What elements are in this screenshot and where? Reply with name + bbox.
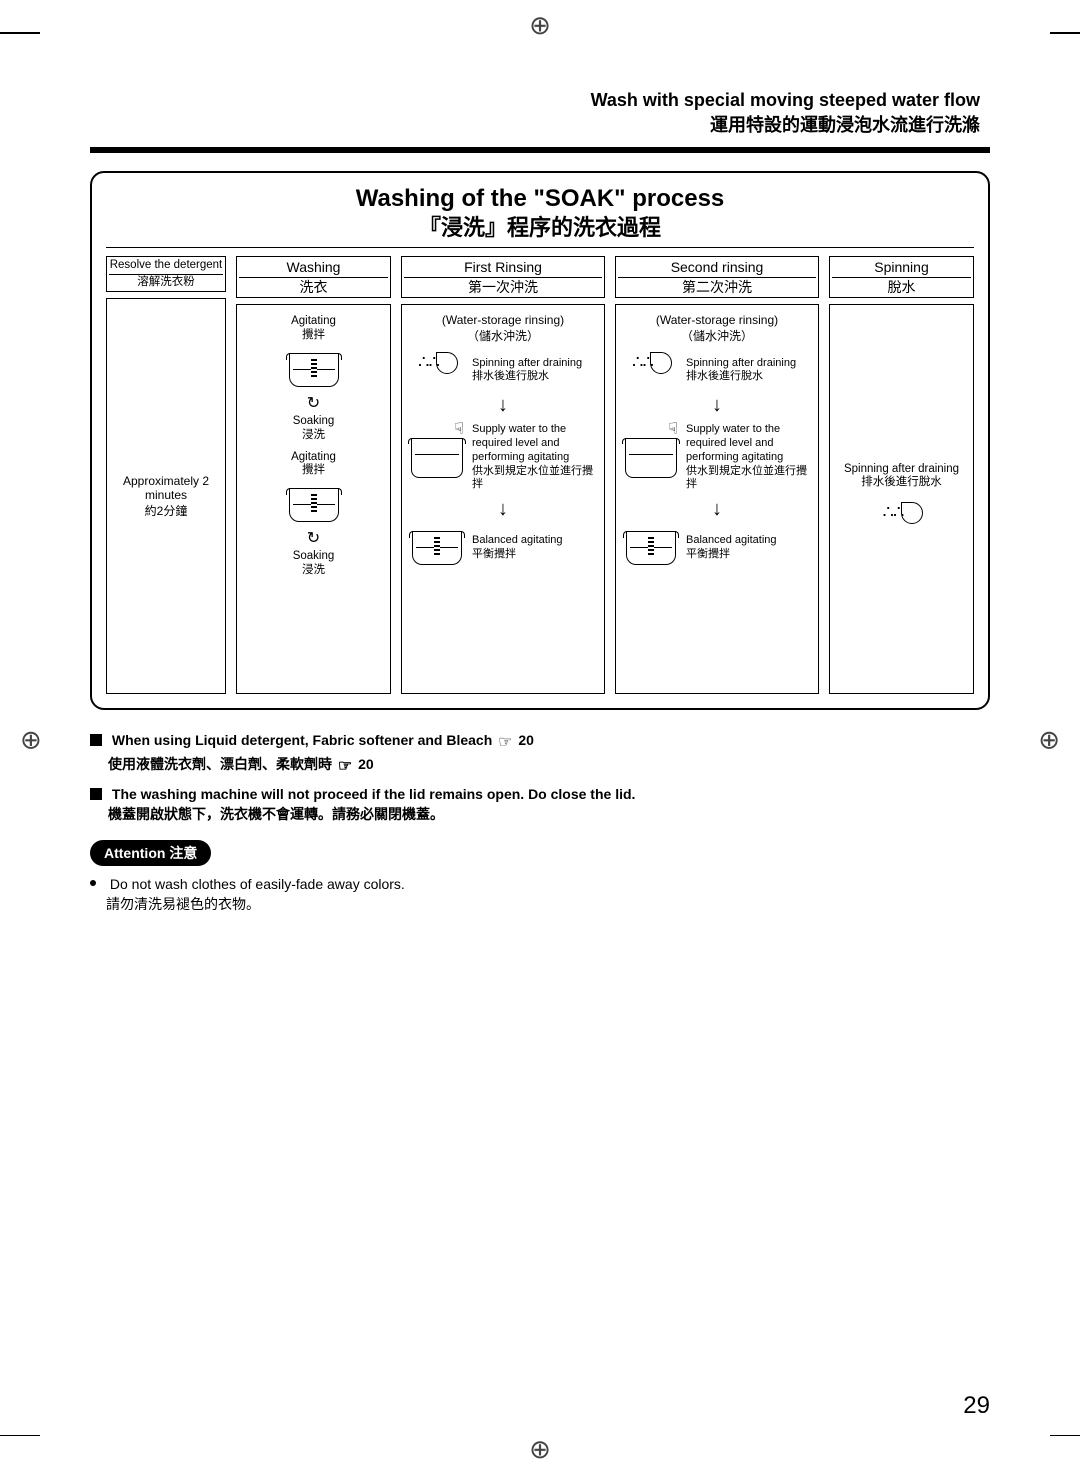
cycle-icon [307, 528, 320, 548]
page-ref-icon [338, 756, 352, 776]
attention-body: Do not wash clothes of easily-fade away … [90, 876, 990, 914]
note1-en: When using Liquid detergent, Fabric soft… [112, 732, 492, 748]
note2-zh: 機蓋開啟狀態下，洗衣機不會運轉。請務必關閉機蓋。 [108, 804, 990, 824]
page-header: Wash with special moving steeped water f… [90, 90, 990, 137]
rinse1-step2: ☟ Supply water to the required level and… [408, 423, 598, 492]
note-1: When using Liquid detergent, Fabric soft… [90, 732, 990, 776]
arrow-down-icon: ↓ [408, 498, 598, 521]
attention-en: Do not wash clothes of easily-fade away … [110, 876, 405, 892]
stage-body-resolve: Approximately 2 minutes 約2分鐘 [106, 298, 226, 694]
registration-mark-bottom [529, 1434, 551, 1465]
note2-en: The washing machine will not proceed if … [112, 786, 636, 802]
attention-zh: 請勿清洗易褪色的衣物。 [106, 894, 990, 914]
stage-head-spin: Spinning 脫水 [829, 256, 974, 299]
stage-first-rinsing: First Rinsing 第一次沖洗 (Water-storage rinsi… [401, 256, 605, 695]
shower-icon: ∴∴ [879, 502, 925, 538]
arrow-down-icon: ↓ [622, 498, 812, 521]
note1-ref: 20 [518, 732, 534, 748]
stage-body-spin: Spinning after draining 排水後進行脫水 ∴∴ [829, 304, 974, 694]
bullet-icon [90, 880, 96, 886]
resolve-text-en: Approximately 2 minutes [113, 474, 219, 502]
spin-text: Spinning after draining 排水後進行脫水 [844, 463, 959, 491]
arrow-down-icon: ↓ [622, 394, 812, 417]
page-number: 29 [963, 1392, 990, 1420]
stage-washing: Washing 洗衣 Agitating 攪拌 Soaking 浸洗 [236, 256, 391, 695]
process-title: Washing of the "SOAK" process 『浸洗』程序的洗衣過… [106, 183, 974, 243]
crop-mark-br [1040, 1396, 1080, 1436]
rinse1-step1: ∴∴ Spinning after draining排水後進行脫水 [408, 352, 598, 388]
title-underline [106, 247, 974, 248]
agitating-label-2: Agitating 攪拌 [291, 451, 336, 479]
square-bullet-icon [90, 734, 102, 746]
stage-head-rinse1: First Rinsing 第一次沖洗 [401, 256, 605, 299]
stage-head-zh: 溶解洗衣粉 [109, 274, 223, 290]
stage-head-zh: 洗衣 [239, 277, 388, 296]
stage-head-washing: Washing 洗衣 [236, 256, 391, 299]
square-bullet-icon [90, 788, 102, 800]
tub-icon [289, 488, 339, 522]
header-rule [90, 147, 990, 153]
header-title-en: Wash with special moving steeped water f… [90, 90, 980, 111]
soaking-label-2: Soaking 浸洗 [293, 550, 335, 578]
arrow-down-icon: ↓ [408, 394, 598, 417]
rinse2-step1: ∴∴ Spinning after draining排水後進行脫水 [622, 352, 812, 388]
resolve-text-zh: 約2分鐘 [145, 502, 188, 519]
page-ref-icon [498, 732, 512, 752]
page-content: Wash with special moving steeped water f… [0, 0, 1080, 954]
stage-head-en: Resolve the detergent [109, 259, 223, 273]
stage-head-zh: 第一次沖洗 [404, 277, 602, 296]
tub-icon [289, 353, 339, 387]
rinse2-step3: Balanced agitating平衡攪拌 [622, 527, 812, 569]
stage-head-en: Second rinsing [618, 259, 816, 276]
agitating-label: Agitating 攪拌 [291, 315, 336, 343]
stage-head-zh: 第二次沖洗 [618, 277, 816, 296]
process-box: Washing of the "SOAK" process 『浸洗』程序的洗衣過… [90, 171, 990, 710]
cycle-icon [307, 393, 320, 413]
rinse1-sub: (Water-storage rinsing) （儲水沖洗） [442, 313, 564, 344]
stage-resolve: Resolve the detergent 溶解洗衣粉 Approximatel… [106, 256, 226, 695]
tub-icon [412, 531, 462, 565]
stage-spinning: Spinning 脫水 Spinning after draining 排水後進… [829, 256, 974, 695]
tub-supply-icon: ☟ [625, 438, 677, 478]
rinse1-step3: Balanced agitating平衡攪拌 [408, 527, 598, 569]
stage-body-washing: Agitating 攪拌 Soaking 浸洗 Agitating 攪拌 [236, 304, 391, 694]
stage-head-zh: 脫水 [832, 277, 971, 296]
stage-head-en: First Rinsing [404, 259, 602, 276]
note1-zh: 使用液體洗衣劑、漂白劑、柔軟劑時 20 [108, 754, 990, 776]
shower-icon: ∴∴ [414, 352, 460, 388]
note-2: The washing machine will not proceed if … [90, 786, 990, 824]
process-title-zh: 『浸洗』程序的洗衣過程 [419, 215, 661, 240]
process-title-en: Washing of the "SOAK" process [356, 185, 725, 212]
stage-head-resolve: Resolve the detergent 溶解洗衣粉 [106, 256, 226, 293]
crop-mark-bl [0, 1396, 40, 1436]
tub-icon [626, 531, 676, 565]
notes-section: When using Liquid detergent, Fabric soft… [90, 732, 990, 914]
rinse2-step2: ☟ Supply water to the required level and… [622, 423, 812, 492]
stage-body-rinse1: (Water-storage rinsing) （儲水沖洗） ∴∴ Spinni… [401, 304, 605, 694]
shower-icon: ∴∴ [628, 352, 674, 388]
stage-head-rinse2: Second rinsing 第二次沖洗 [615, 256, 819, 299]
stage-head-en: Washing [239, 259, 388, 276]
stage-head-en: Spinning [832, 259, 971, 276]
stage-columns: Resolve the detergent 溶解洗衣粉 Approximatel… [106, 256, 974, 695]
stage-second-rinsing: Second rinsing 第二次沖洗 (Water-storage rins… [615, 256, 819, 695]
rinse2-sub: (Water-storage rinsing) （儲水沖洗） [656, 313, 778, 344]
stage-body-rinse2: (Water-storage rinsing) （儲水沖洗） ∴∴ Spinni… [615, 304, 819, 694]
header-title-zh: 運用特設的運動浸泡水流進行洗滌 [90, 111, 980, 137]
attention-badge: Attention 注意 [90, 840, 211, 866]
tub-supply-icon: ☟ [411, 438, 463, 478]
soaking-label: Soaking 浸洗 [293, 415, 335, 443]
